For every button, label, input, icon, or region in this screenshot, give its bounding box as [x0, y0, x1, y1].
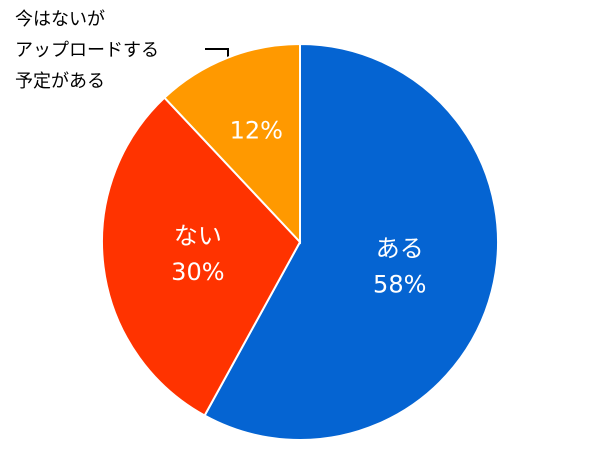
slice: [163, 42, 301, 245]
data-label: 58%: [373, 271, 426, 299]
category-label-line: 予定がある: [15, 71, 105, 92]
category-label-line: 今はないが: [15, 9, 105, 30]
data-label: 30%: [171, 258, 224, 286]
data-label: 12%: [230, 117, 283, 145]
category-label: ない: [174, 222, 222, 250]
category-label: ある: [376, 235, 424, 263]
slice: [101, 96, 302, 417]
category-label: 今はないがアップロードする予定がある: [15, 9, 159, 92]
category-label-line: アップロードする: [15, 40, 159, 61]
slice: [203, 42, 499, 441]
slices: [101, 42, 499, 441]
